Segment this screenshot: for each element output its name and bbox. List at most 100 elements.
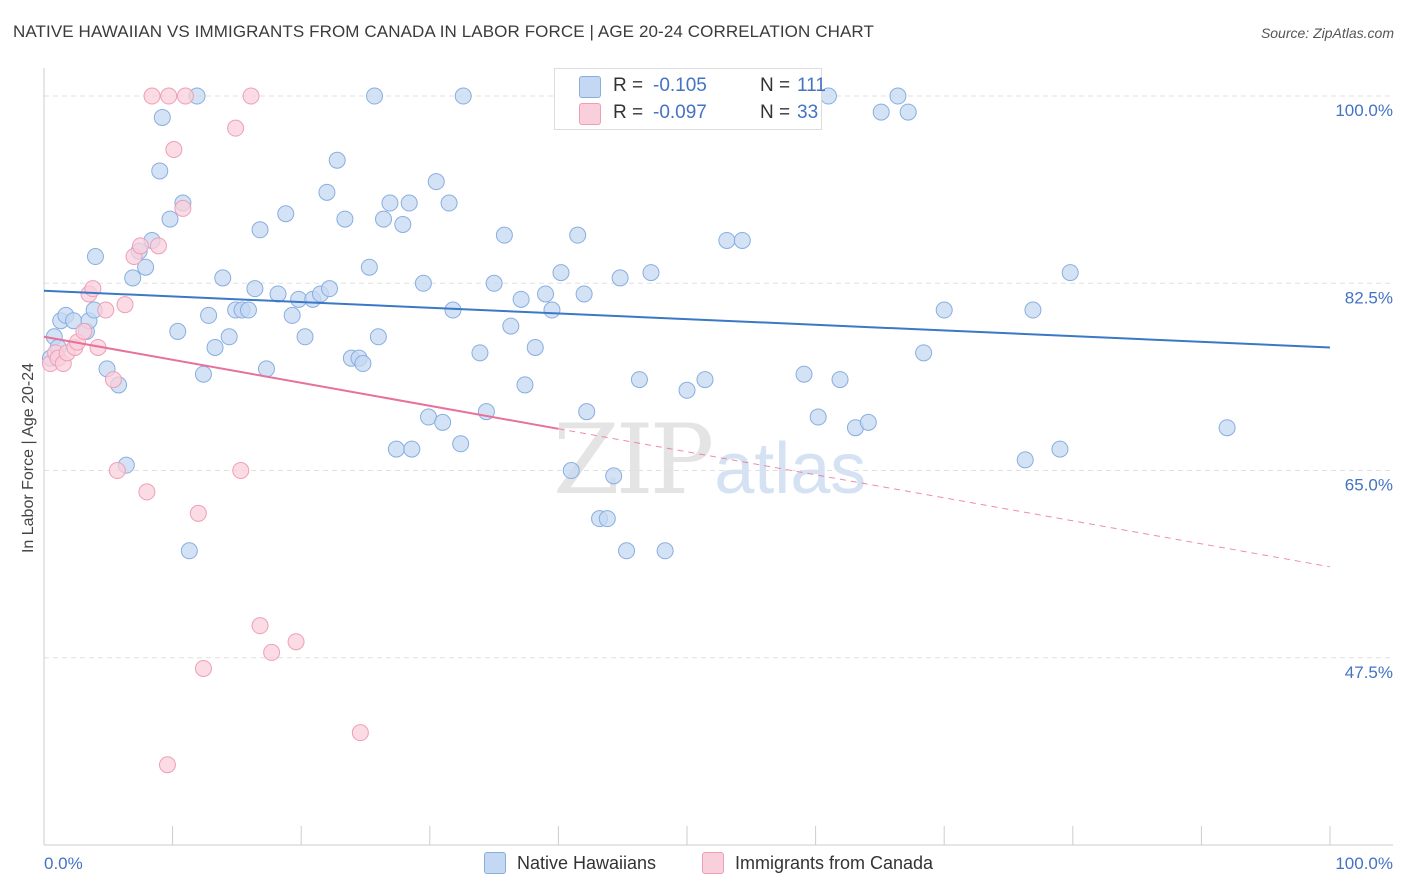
point-native-hawaiian (859, 413, 877, 431)
point-native-hawaiian (354, 355, 372, 373)
x-tick-label: 0.0% (44, 854, 83, 873)
point-immigrant-canada (104, 371, 122, 389)
point-immigrant-canada (143, 87, 161, 105)
chart-title: NATIVE HAWAIIAN VS IMMIGRANTS FROM CANAD… (13, 22, 874, 41)
legend-series-name: Native Hawaiians (517, 852, 657, 873)
point-immigrant-canada (75, 322, 93, 340)
point-native-hawaiian (889, 87, 907, 105)
point-native-hawaiian (485, 274, 503, 292)
x-tick-label: 100.0% (1335, 854, 1393, 873)
point-native-hawaiian (1218, 419, 1236, 437)
point-native-hawaiian (360, 258, 378, 276)
point-native-hawaiian (733, 231, 751, 249)
point-native-hawaiian (194, 365, 212, 383)
point-immigrant-canada (160, 87, 178, 105)
watermark-zip: ZIP (553, 404, 714, 516)
point-native-hawaiian (575, 285, 593, 303)
point-native-hawaiian (605, 467, 623, 485)
point-native-hawaiian (137, 258, 155, 276)
point-immigrant-canada (174, 199, 192, 217)
point-native-hawaiian (200, 306, 218, 324)
point-native-hawaiian (471, 344, 489, 362)
point-native-hawaiian (696, 371, 714, 389)
point-native-hawaiian (495, 226, 513, 244)
y-tick-label: 100.0% (1335, 101, 1393, 120)
trendline-native-hawaiians (43, 289, 1331, 349)
point-immigrant-canada (194, 659, 212, 677)
point-native-hawaiian (151, 162, 169, 180)
point-native-hawaiian (543, 301, 561, 319)
point-immigrant-canada (351, 724, 369, 742)
point-native-hawaiian (381, 194, 399, 212)
point-native-hawaiian (169, 322, 187, 340)
point-immigrant-canada (149, 237, 167, 255)
point-native-hawaiian (434, 413, 452, 431)
point-native-hawaiian (277, 205, 295, 223)
point-native-hawaiian (414, 274, 432, 292)
point-native-hawaiian (239, 301, 257, 319)
y-tick-label: 82.5% (1345, 288, 1393, 307)
point-immigrant-canada (251, 617, 269, 635)
point-native-hawaiian (220, 328, 238, 346)
legend-series-name: Immigrants from Canada (735, 852, 934, 873)
legend-r-label: R = (613, 102, 644, 123)
legend-n-label: N = (760, 102, 791, 123)
correlation-legend: R = -0.105 N = 111 R = -0.097 N = 33 (554, 68, 826, 130)
legend-swatch-blue (484, 852, 506, 874)
source-credit: Source: ZipAtlas.com (1260, 25, 1394, 41)
legend-swatch-pink (702, 852, 724, 874)
point-immigrant-canada (242, 87, 260, 105)
point-native-hawaiian (516, 376, 534, 394)
point-immigrant-canada (263, 643, 281, 661)
point-native-hawaiian (269, 285, 287, 303)
legend-item-native-hawaiians: Native Hawaiians (484, 852, 656, 874)
point-native-hawaiian (320, 280, 338, 298)
y-tick-label: 47.5% (1345, 663, 1393, 682)
point-native-hawaiian (1061, 264, 1079, 282)
point-native-hawaiian (86, 248, 104, 266)
point-immigrant-canada (116, 296, 134, 314)
point-native-hawaiian (452, 435, 470, 453)
legend-r-value: -0.105 (653, 75, 707, 96)
legend-swatch-pink (579, 103, 601, 125)
point-native-hawaiian (1051, 440, 1069, 458)
point-immigrant-canada (138, 483, 156, 501)
point-native-hawaiian (512, 290, 530, 308)
watermark-atlas: atlas (714, 429, 867, 509)
point-native-hawaiian (872, 103, 890, 121)
point-native-hawaiian (552, 264, 570, 282)
point-native-hawaiian (642, 264, 660, 282)
legend-n-value: 111 (797, 75, 826, 96)
point-immigrant-canada (84, 280, 102, 298)
point-native-hawaiian (290, 290, 308, 308)
point-immigrant-canada (165, 141, 183, 159)
point-native-hawaiian (831, 371, 849, 389)
point-native-hawaiian (206, 338, 224, 356)
point-native-hawaiian (809, 408, 827, 426)
point-native-hawaiian (296, 328, 314, 346)
point-native-hawaiian (611, 269, 629, 287)
trendline-immigrants-canada-extension (558, 428, 1331, 568)
point-native-hawaiian (336, 210, 354, 228)
point-native-hawaiian (598, 510, 616, 528)
point-native-hawaiian (718, 231, 736, 249)
point-immigrant-canada (232, 462, 250, 480)
point-immigrant-canada (189, 504, 207, 522)
legend-swatch-blue (579, 76, 601, 98)
point-native-hawaiian (1016, 451, 1034, 469)
point-immigrant-canada (227, 119, 245, 137)
point-native-hawaiian (328, 151, 346, 169)
point-native-hawaiian (366, 87, 384, 105)
point-immigrant-canada (131, 237, 149, 255)
point-native-hawaiian (569, 226, 587, 244)
point-native-hawaiian (562, 462, 580, 480)
point-native-hawaiian (403, 440, 421, 458)
point-native-hawaiian (454, 87, 472, 105)
point-native-hawaiian (420, 408, 438, 426)
y-tick-label: 65.0% (1345, 476, 1393, 495)
legend-item-immigrants-canada: Immigrants from Canada (702, 852, 933, 874)
point-native-hawaiian (257, 360, 275, 378)
point-native-hawaiian (935, 301, 953, 319)
point-native-hawaiian (387, 440, 405, 458)
